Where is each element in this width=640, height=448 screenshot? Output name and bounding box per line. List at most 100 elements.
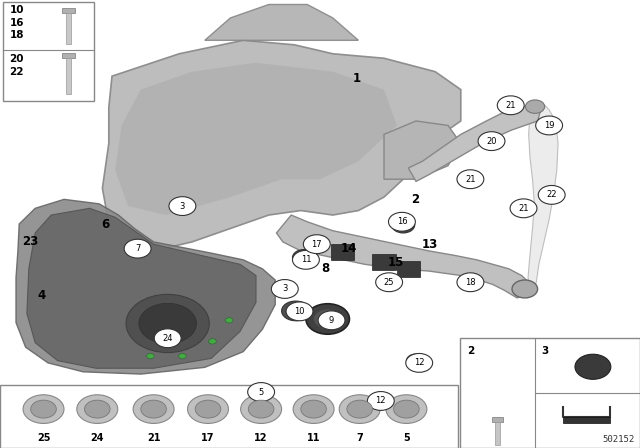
Text: 22: 22	[547, 190, 557, 199]
Bar	[66, 13, 71, 44]
Circle shape	[392, 217, 415, 233]
Text: 21: 21	[465, 175, 476, 184]
Text: 7: 7	[356, 433, 363, 443]
Circle shape	[306, 304, 349, 334]
Circle shape	[510, 199, 537, 218]
Bar	[397, 261, 420, 277]
Text: 17: 17	[312, 240, 322, 249]
Circle shape	[241, 395, 282, 423]
Circle shape	[304, 237, 321, 249]
Circle shape	[481, 133, 504, 149]
Text: 502152: 502152	[603, 435, 635, 444]
Text: 2: 2	[411, 193, 419, 206]
Bar	[460, 338, 640, 448]
Text: 24: 24	[90, 433, 104, 443]
Text: 22: 22	[10, 67, 24, 77]
Circle shape	[367, 392, 394, 410]
Circle shape	[293, 395, 334, 423]
Text: 12: 12	[414, 358, 424, 367]
Circle shape	[292, 250, 319, 269]
Text: 18: 18	[10, 30, 24, 40]
Text: 23: 23	[22, 235, 39, 249]
Text: 17: 17	[201, 433, 215, 443]
Polygon shape	[205, 4, 358, 40]
Circle shape	[188, 395, 228, 423]
Text: 3: 3	[541, 346, 549, 356]
Text: 24: 24	[163, 334, 173, 343]
Text: 13: 13	[422, 237, 438, 251]
Circle shape	[406, 354, 426, 367]
Polygon shape	[408, 105, 541, 181]
Text: 1: 1	[353, 72, 361, 85]
Text: 16: 16	[397, 217, 407, 226]
Circle shape	[497, 96, 524, 115]
Text: 19: 19	[544, 121, 554, 130]
Circle shape	[512, 280, 538, 298]
Circle shape	[303, 235, 330, 254]
Circle shape	[209, 339, 216, 344]
Text: 10: 10	[10, 5, 24, 15]
Circle shape	[77, 395, 118, 423]
Text: 21: 21	[147, 433, 161, 443]
Circle shape	[271, 280, 298, 298]
Text: 18: 18	[465, 278, 476, 287]
Text: 25: 25	[384, 278, 394, 287]
Circle shape	[321, 314, 334, 323]
Circle shape	[386, 395, 427, 423]
Circle shape	[23, 395, 64, 423]
Bar	[0, 385, 458, 448]
Circle shape	[288, 306, 303, 316]
Polygon shape	[276, 215, 531, 298]
Text: 9: 9	[329, 316, 334, 325]
Circle shape	[84, 400, 110, 418]
Circle shape	[141, 400, 166, 418]
Circle shape	[388, 212, 415, 231]
Text: 20: 20	[10, 53, 24, 64]
Circle shape	[133, 395, 174, 423]
Circle shape	[301, 400, 326, 418]
Circle shape	[169, 197, 196, 215]
Text: 11: 11	[307, 433, 321, 443]
Circle shape	[394, 400, 419, 418]
Bar	[492, 417, 503, 422]
Circle shape	[478, 132, 505, 151]
Polygon shape	[16, 199, 275, 374]
Circle shape	[147, 353, 154, 359]
Polygon shape	[528, 103, 558, 287]
Text: 3: 3	[282, 284, 287, 293]
Circle shape	[457, 273, 484, 292]
Circle shape	[139, 303, 196, 344]
Circle shape	[536, 116, 563, 135]
Bar	[563, 417, 610, 423]
Text: 15: 15	[387, 255, 404, 269]
Circle shape	[376, 273, 403, 292]
Bar	[62, 8, 75, 13]
Circle shape	[371, 390, 390, 403]
Text: 11: 11	[301, 255, 311, 264]
Circle shape	[314, 309, 342, 329]
Text: 12: 12	[254, 433, 268, 443]
Text: 5: 5	[403, 433, 410, 443]
Text: 20: 20	[486, 137, 497, 146]
Circle shape	[575, 354, 611, 379]
Bar	[331, 244, 354, 260]
Circle shape	[248, 383, 275, 401]
Circle shape	[292, 250, 316, 266]
Circle shape	[179, 353, 186, 359]
Text: 5: 5	[259, 388, 264, 396]
Text: 10: 10	[294, 307, 305, 316]
Circle shape	[525, 100, 545, 113]
Text: 6: 6	[102, 217, 109, 231]
Text: 21: 21	[518, 204, 529, 213]
Polygon shape	[27, 208, 256, 368]
Text: 7: 7	[135, 244, 140, 253]
Text: 25: 25	[36, 433, 51, 443]
Text: 16: 16	[10, 18, 24, 28]
Circle shape	[31, 400, 56, 418]
Text: 12: 12	[376, 396, 386, 405]
Circle shape	[458, 173, 477, 187]
Bar	[62, 53, 75, 58]
Circle shape	[318, 311, 345, 330]
Bar	[3, 2, 94, 101]
Circle shape	[406, 353, 433, 372]
